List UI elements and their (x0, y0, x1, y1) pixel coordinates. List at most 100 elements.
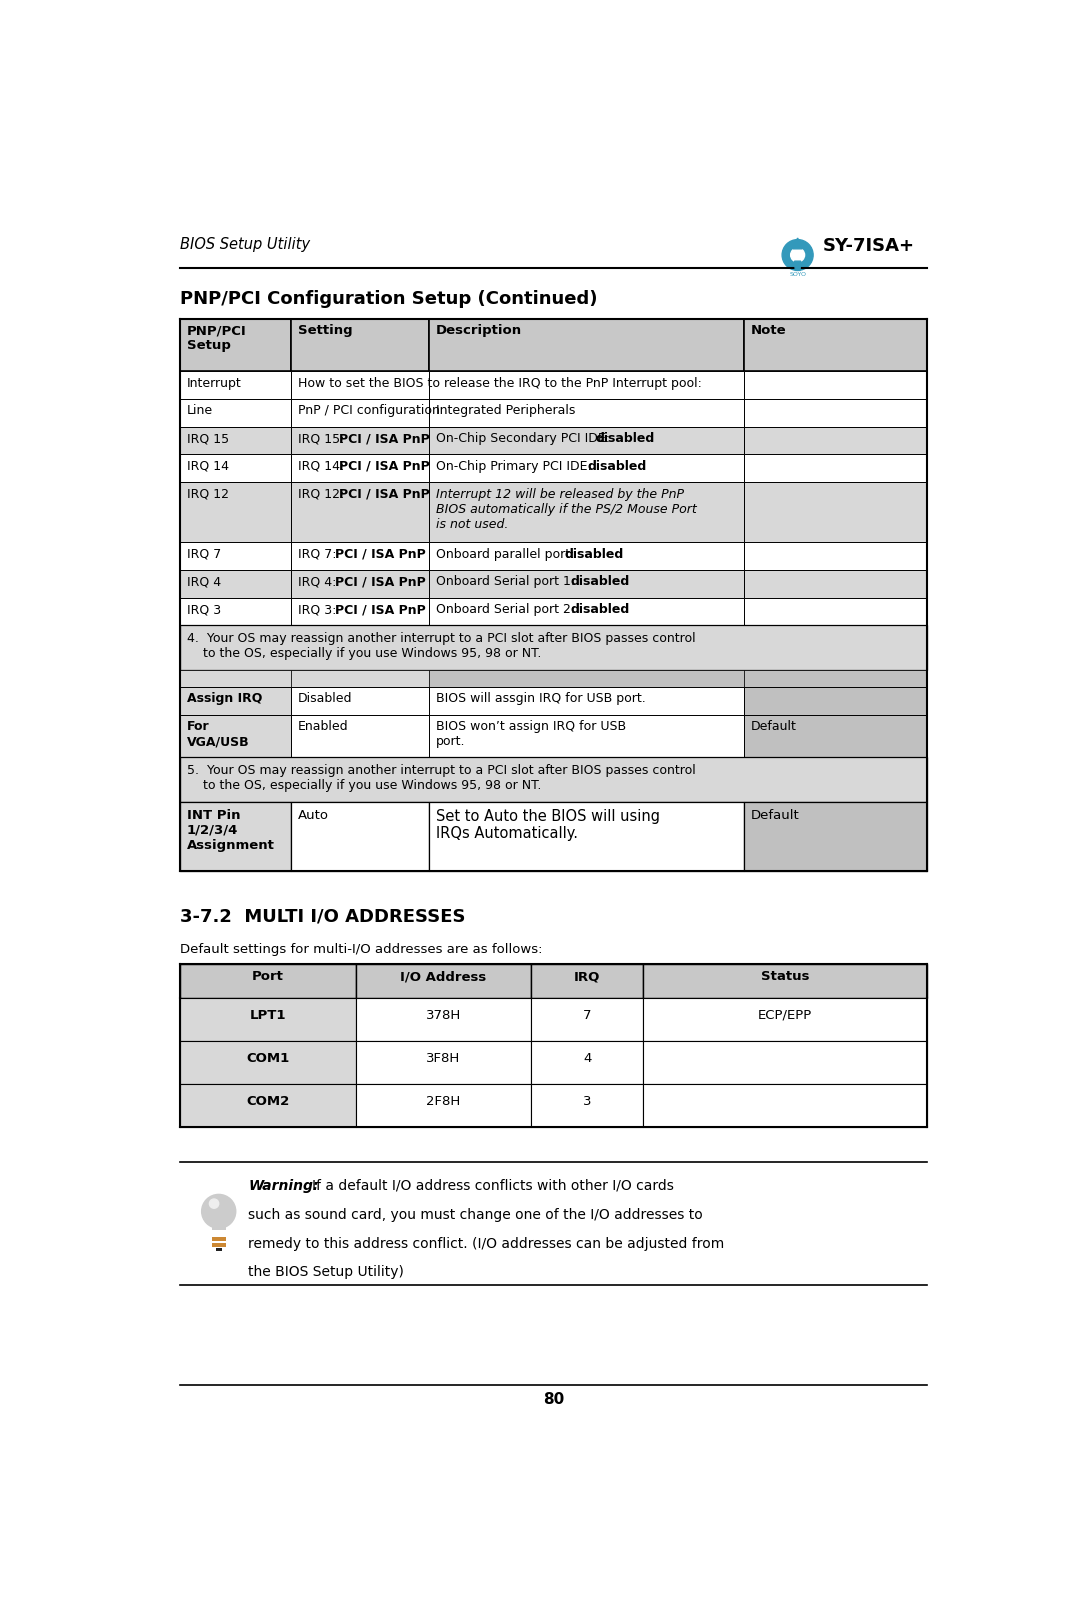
Bar (292, 688, 429, 715)
Bar (180, 455, 292, 482)
Text: 3F8H: 3F8H (427, 1052, 460, 1065)
Text: Onboard parallel port:: Onboard parallel port: (435, 547, 575, 560)
Text: Interrupt 12 will be released by the PnP
BIOS automatically if the PS/2 Mouse Po: Interrupt 12 will be released by the PnP… (435, 487, 697, 531)
Text: disabled: disabled (595, 432, 654, 445)
Text: Line: Line (187, 404, 213, 417)
Bar (429, 801, 744, 870)
Bar (429, 482, 744, 542)
Polygon shape (793, 238, 802, 249)
Polygon shape (795, 260, 800, 270)
Text: Default: Default (751, 720, 797, 733)
Text: SY-7ISA+: SY-7ISA+ (823, 238, 915, 256)
Bar (216, 1247, 221, 1251)
Bar (531, 998, 644, 1040)
Text: IRQ 14:: IRQ 14: (298, 460, 345, 472)
Bar (644, 1084, 927, 1128)
Bar (180, 757, 927, 801)
Text: IRQ 7:: IRQ 7: (298, 547, 337, 560)
Text: the BIOS Setup Utility): the BIOS Setup Utility) (248, 1265, 404, 1280)
Text: PCI / ISA PnP: PCI / ISA PnP (336, 604, 427, 616)
Text: Status: Status (760, 971, 809, 984)
Text: IRQ 14: IRQ 14 (187, 460, 229, 472)
Bar (744, 427, 927, 455)
Bar (180, 400, 292, 427)
Text: Warning:: Warning: (248, 1180, 319, 1192)
Text: IRQ 3:: IRQ 3: (298, 604, 337, 616)
Bar (292, 482, 429, 542)
Bar (744, 400, 927, 427)
Bar (180, 964, 355, 998)
Bar (355, 998, 531, 1040)
Text: On-Chip Secondary PCI IDE:: On-Chip Secondary PCI IDE: (435, 432, 610, 445)
Text: Onboard Serial port 2:: Onboard Serial port 2: (435, 604, 575, 616)
Text: COM1: COM1 (246, 1052, 289, 1065)
Text: Port: Port (252, 971, 284, 984)
Bar (180, 1084, 355, 1128)
Text: disabled: disabled (570, 604, 630, 616)
Text: 3-7.2  MULTI I/O ADDRESSES: 3-7.2 MULTI I/O ADDRESSES (180, 908, 465, 925)
Text: 4: 4 (583, 1052, 592, 1065)
Text: For
VGA/USB: For VGA/USB (187, 720, 249, 748)
Text: 2F8H: 2F8H (427, 1095, 460, 1108)
Text: PNP/PCI
Setup: PNP/PCI Setup (187, 324, 246, 353)
Bar (429, 319, 744, 371)
Text: Default: Default (751, 809, 799, 822)
Text: COM2: COM2 (246, 1095, 289, 1108)
Text: such as sound card, you must change one of the I/O addresses to: such as sound card, you must change one … (248, 1209, 703, 1222)
Bar (180, 626, 927, 670)
Bar (429, 455, 744, 482)
Circle shape (210, 1199, 218, 1209)
Bar (744, 597, 927, 626)
Text: 7: 7 (583, 1008, 592, 1023)
Text: Setting: Setting (298, 324, 353, 337)
Text: INT Pin
1/2/3/4
Assignment: INT Pin 1/2/3/4 Assignment (187, 809, 274, 851)
Bar (744, 715, 927, 757)
Text: IRQ 12:: IRQ 12: (298, 487, 345, 500)
Bar (180, 715, 292, 757)
Bar (292, 570, 429, 597)
Text: If a default I/O address conflicts with other I/O cards: If a default I/O address conflicts with … (312, 1180, 674, 1192)
Bar (180, 482, 292, 542)
Text: IRQ 15: IRQ 15 (187, 432, 229, 445)
Bar (212, 1243, 226, 1247)
Text: IRQ 4:: IRQ 4: (298, 576, 337, 589)
Bar (292, 542, 429, 570)
Text: Disabled: Disabled (298, 693, 353, 705)
Bar (180, 801, 292, 870)
Bar (744, 319, 927, 371)
Text: LPT1: LPT1 (249, 1008, 286, 1023)
Bar (644, 998, 927, 1040)
Text: IRQ 3: IRQ 3 (187, 604, 221, 616)
Bar (292, 715, 429, 757)
Bar (292, 801, 429, 870)
Bar (744, 542, 927, 570)
Bar (180, 1040, 355, 1084)
Text: disabled: disabled (588, 460, 647, 472)
Text: disabled: disabled (565, 547, 623, 560)
Text: BIOS won’t assign IRQ for USB
port.: BIOS won’t assign IRQ for USB port. (435, 720, 625, 748)
Text: disabled: disabled (570, 576, 630, 589)
Text: On-Chip Primary PCI IDE:: On-Chip Primary PCI IDE: (435, 460, 592, 472)
Bar (180, 319, 292, 371)
Bar (744, 455, 927, 482)
Text: Assign IRQ: Assign IRQ (187, 693, 262, 705)
Bar (212, 1215, 226, 1230)
Text: IRQ 15:: IRQ 15: (298, 432, 345, 445)
Text: BIOS Setup Utility: BIOS Setup Utility (180, 238, 310, 252)
Text: Auto: Auto (298, 809, 329, 822)
Text: Note: Note (751, 324, 786, 337)
Bar (429, 688, 744, 715)
Text: Integrated Peripherals: Integrated Peripherals (435, 404, 575, 417)
Bar (355, 964, 531, 998)
Bar (292, 371, 429, 400)
Bar (355, 1084, 531, 1128)
Text: SOYO: SOYO (789, 272, 806, 277)
Text: 378H: 378H (426, 1008, 461, 1023)
Bar (180, 670, 292, 688)
Text: remedy to this address conflict. (I/O addresses can be adjusted from: remedy to this address conflict. (I/O ad… (248, 1236, 725, 1251)
Text: IRQ 12: IRQ 12 (187, 487, 229, 500)
Bar (531, 1084, 644, 1128)
Bar (531, 1040, 644, 1084)
Text: ECP/EPP: ECP/EPP (758, 1008, 812, 1023)
Circle shape (202, 1194, 235, 1228)
